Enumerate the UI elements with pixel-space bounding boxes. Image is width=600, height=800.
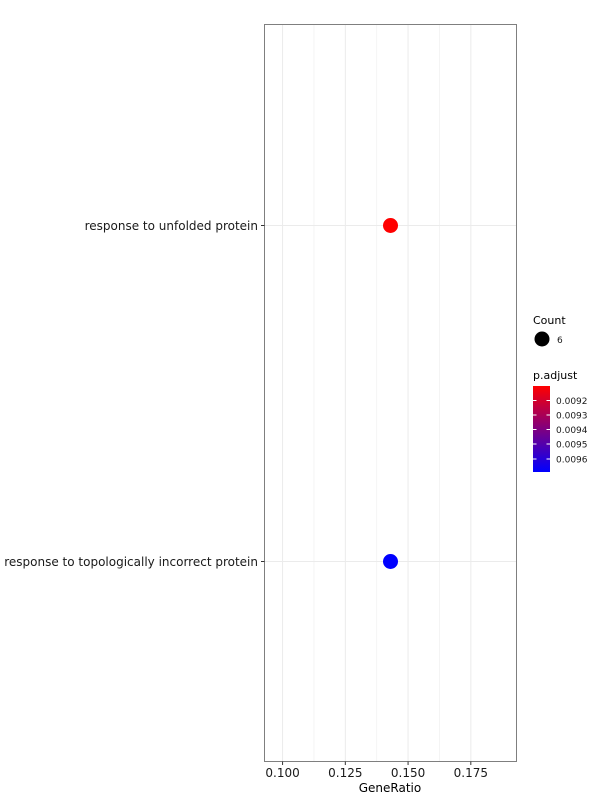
colorbar-tick-label: 0.0092: [556, 397, 588, 407]
data-point: [383, 554, 398, 569]
y-tick-label: response to topologically incorrect prot…: [4, 555, 258, 569]
legend-padjust-colorbar: [533, 386, 550, 472]
colorbar-tick-label: 0.0095: [556, 441, 588, 451]
x-tick-label: 0.150: [391, 766, 425, 780]
x-tick-label: 0.125: [328, 766, 362, 780]
legend-count-label: 6: [557, 336, 563, 346]
x-axis-title: GeneRatio: [359, 781, 421, 795]
colorbar-tick-label: 0.0094: [556, 426, 588, 436]
plot-panel: [264, 24, 517, 762]
data-points: [383, 218, 398, 569]
x-tick-label: 0.100: [265, 766, 299, 780]
legend-padjust-ticks: 0.0092 0.0093 0.0094 0.0095 0.0096: [533, 397, 588, 466]
legend-padjust-title: p.adjust: [533, 369, 578, 382]
x-axis-ticks: 0.100 0.125 0.150 0.175: [265, 761, 488, 780]
legend-count-title: Count: [533, 314, 566, 327]
colorbar-tick-label: 0.0096: [556, 456, 588, 466]
colorbar-tick-label: 0.0093: [556, 412, 588, 422]
data-point: [383, 218, 398, 233]
legend-count-dot: [534, 331, 550, 347]
grid-lines: [265, 25, 516, 761]
y-axis-ticks: response to unfolded protein response to …: [4, 219, 265, 569]
y-tick-label: response to unfolded protein: [85, 219, 258, 233]
x-tick-label: 0.175: [454, 766, 488, 780]
